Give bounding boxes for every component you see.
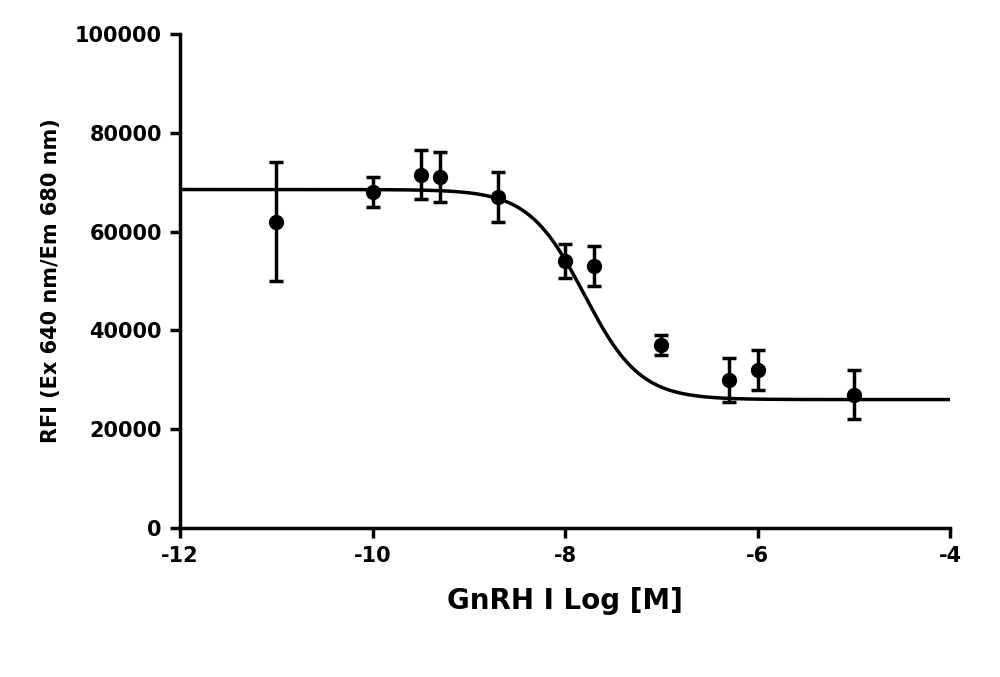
Y-axis label: RFI (Ex 640 nm/Em 680 nm): RFI (Ex 640 nm/Em 680 nm) <box>41 118 61 443</box>
X-axis label: GnRH I Log [M]: GnRH I Log [M] <box>447 587 683 615</box>
